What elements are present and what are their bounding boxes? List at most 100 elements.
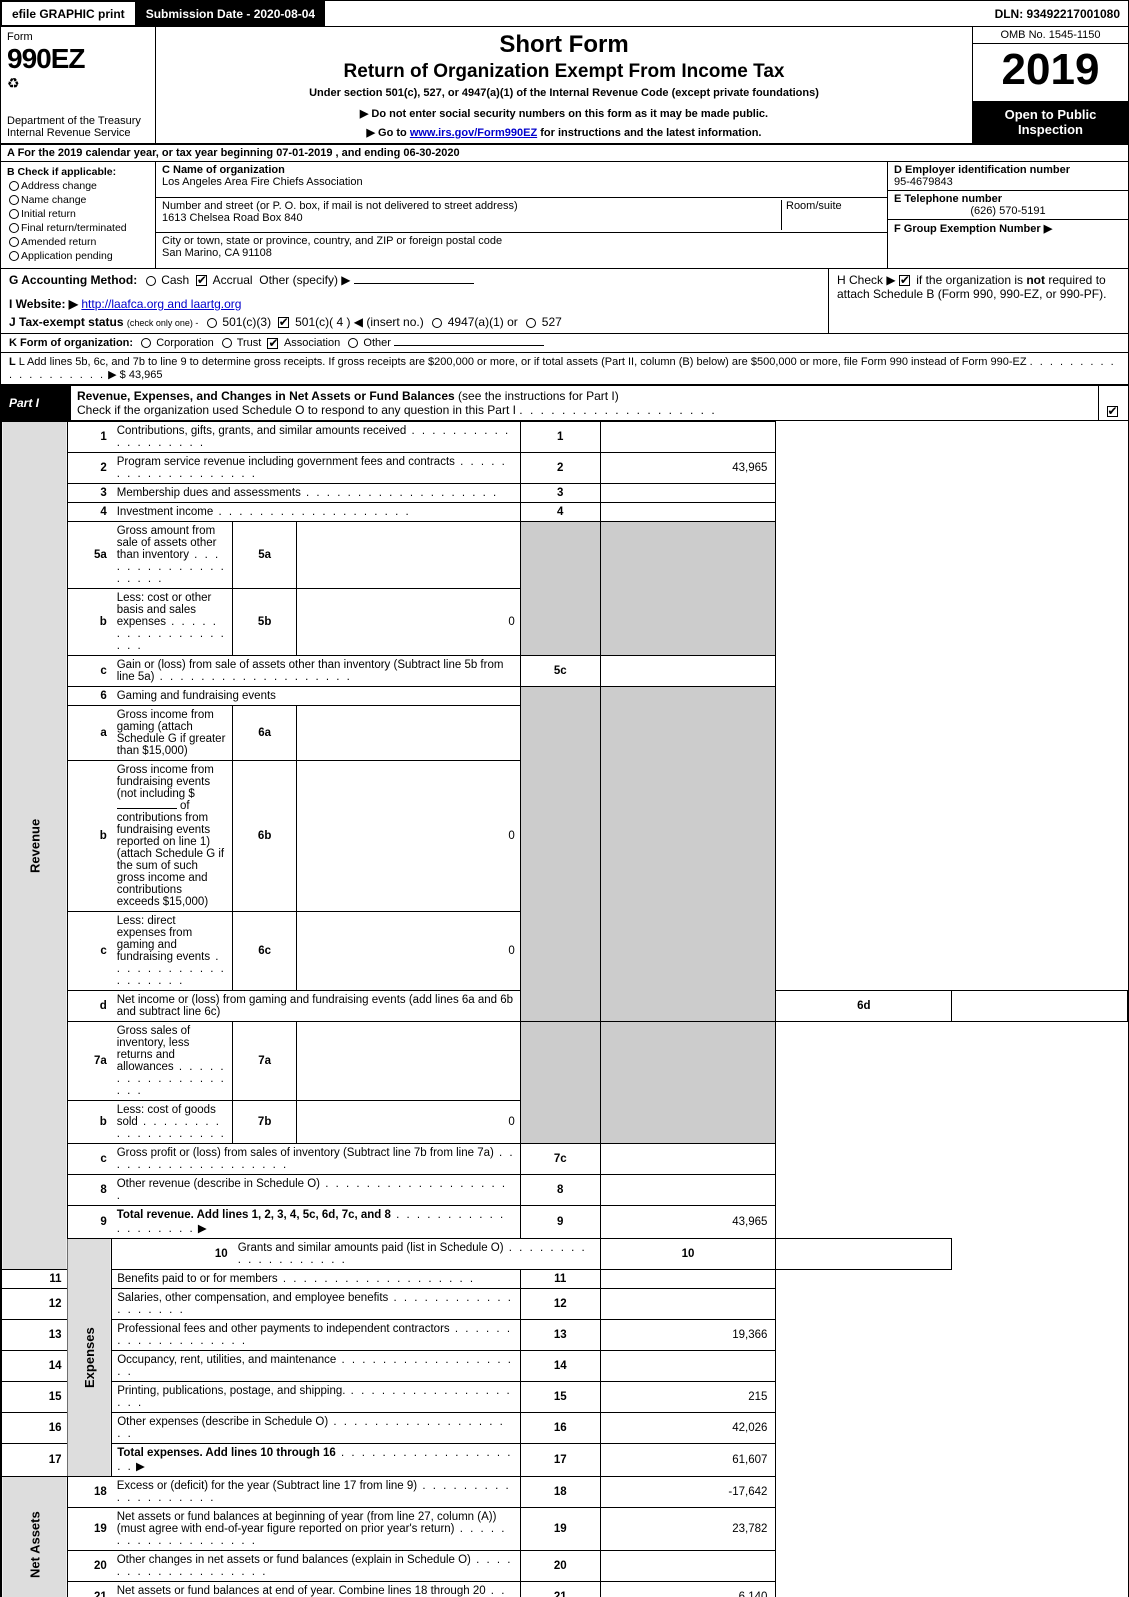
group-exemption-box: F Group Exemption Number ▶ [888, 220, 1128, 237]
form-header: Form 990EZ ♻ Department of the Treasury … [1, 27, 1128, 145]
org-name-box: C Name of organization Los Angeles Area … [156, 162, 888, 198]
column-b-checkboxes: B Check if applicable: Address change Na… [1, 162, 156, 268]
go-to-line: ▶ Go to www.irs.gov/Form990EZ for instru… [164, 126, 964, 139]
header-left: Form 990EZ ♻ Department of the Treasury … [1, 27, 156, 143]
website-link[interactable]: http://laafca.org and laartg.org [81, 297, 241, 311]
chk-accrual[interactable] [196, 275, 207, 286]
efile-graphic-print-button[interactable]: efile GRAPHIC print [1, 1, 136, 26]
contrib-amt-input[interactable] [117, 808, 177, 809]
part-1-header-row: Part I Revenue, Expenses, and Changes in… [1, 386, 1128, 421]
top-bar: efile GRAPHIC print Submission Date - 20… [1, 1, 1128, 27]
h-text1: H Check ▶ [837, 273, 899, 287]
tel-label: E Telephone number [894, 193, 1002, 205]
addr-label: Number and street (or P. O. box, if mail… [162, 200, 518, 212]
line-4: 4 Investment income 4 [2, 503, 1128, 522]
header-right: OMB No. 1545-1150 2019 Open to Public In… [973, 27, 1128, 143]
column-c-address: C Name of organization Los Angeles Area … [156, 162, 888, 268]
chk-address-change[interactable]: Address change [7, 180, 149, 192]
line-18: Net Assets 18 Excess or (deficit) for th… [2, 1477, 1128, 1508]
city-value: San Marino, CA 91108 [162, 247, 272, 259]
part-1-title-cell: Revenue, Expenses, and Changes in Net As… [71, 386, 1098, 420]
part-1-title: Revenue, Expenses, and Changes in Net As… [77, 389, 455, 403]
header-center: Short Form Return of Organization Exempt… [156, 27, 973, 143]
k-label: K Form of organization: [9, 337, 133, 349]
room-suite-label: Room/suite [781, 200, 881, 231]
i-label: I Website: ▶ [9, 297, 78, 311]
top-bar-left: efile GRAPHIC print Submission Date - 20… [1, 1, 326, 26]
chk-final-return[interactable]: Final return/terminated [7, 222, 149, 234]
chk-initial-return[interactable]: Initial return [7, 208, 149, 220]
line-3: 3 Membership dues and assessments 3 [2, 484, 1128, 503]
part-1-label: Part I [9, 396, 49, 410]
return-title: Return of Organization Exempt From Incom… [164, 61, 964, 83]
column-def: D Employer identification number 95-4679… [888, 162, 1128, 268]
l-text: L Add lines 5b, 6c, and 7b to line 9 to … [19, 356, 1027, 368]
form-word: Form [7, 31, 149, 43]
go-to-suffix: for instructions and the latest informat… [537, 127, 761, 139]
revenue-vert-label: Revenue [2, 422, 68, 1270]
tel-value: (626) 570-5191 [894, 205, 1122, 217]
omb-number: OMB No. 1545-1150 [973, 27, 1128, 44]
netassets-vert-label: Net Assets [2, 1477, 68, 1597]
department-label: Department of the Treasury Internal Reve… [7, 115, 149, 139]
other-specify-input[interactable] [354, 283, 474, 284]
line-10: Expenses 10 Grants and similar amounts p… [2, 1239, 1128, 1270]
row-g-accounting: G Accounting Method: Cash Accrual Other … [9, 273, 820, 287]
l-amount: $ 43,965 [120, 369, 163, 381]
section-bcdef: B Check if applicable: Address change Na… [1, 162, 1128, 269]
submission-date-label: Submission Date - 2020-08-04 [146, 7, 315, 21]
addr-value: 1613 Chelsea Road Box 840 [162, 212, 303, 224]
tax-year: 2019 [973, 44, 1128, 96]
recycle-icon: ♻ [7, 75, 20, 91]
irs-link[interactable]: www.irs.gov/Form990EZ [410, 127, 537, 139]
radio-cash[interactable] [146, 276, 156, 286]
line-15: 15 Printing, publications, postage, and … [2, 1382, 1128, 1413]
part-1-subtext: Check if the organization used Schedule … [77, 403, 516, 417]
chk-schedule-o-part1[interactable] [1107, 406, 1118, 417]
part-1-title-note: (see the instructions for Part I) [458, 389, 619, 403]
other-org-input[interactable] [394, 345, 544, 346]
radio-corporation[interactable] [141, 338, 151, 348]
submission-date-button[interactable]: Submission Date - 2020-08-04 [136, 1, 326, 26]
chk-application-pending[interactable]: Application pending [7, 250, 149, 262]
line-9: 9 Total revenue. Add lines 1, 2, 3, 4, 5… [2, 1206, 1128, 1239]
radio-501c3[interactable] [207, 318, 217, 328]
col-h: H Check ▶ if the organization is not req… [828, 269, 1128, 333]
city-label: City or town, state or province, country… [162, 235, 502, 247]
line-11: 11 Benefits paid to or for members 11 [2, 1270, 1128, 1289]
chk-association[interactable] [267, 338, 278, 349]
org-name-value: Los Angeles Area Fire Chiefs Association [162, 176, 363, 188]
radio-527[interactable] [526, 318, 536, 328]
radio-4947[interactable] [432, 318, 442, 328]
radio-other-org[interactable] [348, 338, 358, 348]
row-k-org-form: K Form of organization: Corporation Trus… [1, 334, 1128, 353]
ein-label: D Employer identification number [894, 164, 1070, 176]
row-gh: G Accounting Method: Cash Accrual Other … [1, 269, 1128, 334]
chk-schedule-b[interactable] [899, 275, 910, 286]
street-box: Number and street (or P. O. box, if mail… [156, 198, 888, 234]
ssn-warning: ▶ Do not enter social security numbers o… [164, 107, 964, 120]
line-14: 14 Occupancy, rent, utilities, and maint… [2, 1351, 1128, 1382]
ein-box: D Employer identification number 95-4679… [888, 162, 1128, 191]
telephone-box: E Telephone number (626) 570-5191 [888, 191, 1128, 220]
chk-amended-return[interactable]: Amended return [7, 236, 149, 248]
row-a-tax-year: A For the 2019 calendar year, or tax yea… [1, 145, 1128, 162]
ein-value: 95-4679843 [894, 176, 953, 188]
chk-name-change[interactable]: Name change [7, 194, 149, 206]
radio-trust[interactable] [222, 338, 232, 348]
line-19: 19 Net assets or fund balances at beginn… [2, 1508, 1128, 1551]
line-20: 20 Other changes in net assets or fund b… [2, 1551, 1128, 1582]
line-16: 16 Other expenses (describe in Schedule … [2, 1413, 1128, 1444]
go-to-prefix: ▶ Go to [367, 127, 410, 139]
part-1-badge: Part I [1, 386, 71, 420]
h-text2: if the organization is [916, 273, 1026, 287]
line-7c: c Gross profit or (loss) from sales of i… [2, 1144, 1128, 1175]
part-1-table: Revenue 1 Contributions, gifts, grants, … [1, 421, 1128, 1597]
open-to-public: Open to Public Inspection [973, 101, 1128, 143]
dept-irs: Internal Revenue Service [7, 127, 131, 139]
line-13: 13 Professional fees and other payments … [2, 1320, 1128, 1351]
row-i-website: I Website: ▶ http://laafca.org and laart… [9, 297, 820, 311]
short-form-title: Short Form [164, 31, 964, 59]
under-section-text: Under section 501(c), 527, or 4947(a)(1)… [164, 87, 964, 99]
chk-501c[interactable] [278, 317, 289, 328]
